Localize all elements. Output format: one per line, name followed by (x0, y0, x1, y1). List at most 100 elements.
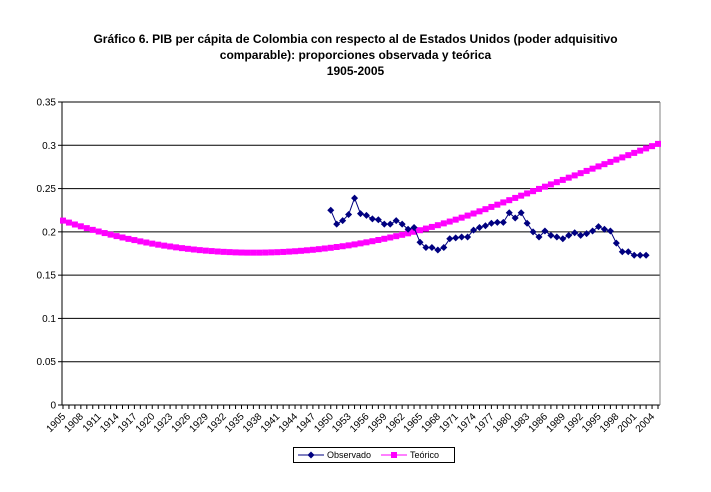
x-tick-label: 1929 (187, 411, 211, 435)
teorico-point (500, 199, 507, 206)
observado-point (618, 248, 626, 256)
observado-point (553, 233, 561, 241)
teorico-point (381, 235, 388, 242)
x-tick-label: 1983 (509, 411, 533, 435)
teorico-point (506, 197, 513, 204)
teorico-point (422, 225, 429, 232)
observado-point (571, 229, 579, 237)
x-tick-label: 1962 (384, 411, 408, 435)
teorico-point (536, 185, 542, 192)
teorico-point (440, 220, 447, 227)
teorico-point (476, 208, 483, 215)
teorico-point (179, 245, 185, 252)
teorico-point (173, 244, 180, 251)
observado-point (327, 206, 335, 214)
observado-point (410, 224, 418, 232)
teorico-point (167, 243, 174, 250)
observado-point (487, 219, 495, 227)
x-tick-label: 2004 (634, 411, 658, 435)
teorico-point (565, 174, 572, 181)
teorico-point (482, 206, 489, 213)
x-tick-label: 1950 (312, 411, 336, 435)
observado-point (541, 227, 549, 235)
teorico-point (387, 234, 394, 241)
observado-point (416, 238, 424, 246)
observado-point (362, 211, 370, 219)
teorico-point (155, 241, 162, 248)
teorico-point (214, 248, 221, 255)
teorico-point (613, 156, 620, 163)
teorico-point (119, 234, 126, 241)
legend-item-observado: Observado (298, 450, 371, 460)
x-tick-label: 1959 (366, 411, 390, 435)
teorico-point (494, 201, 501, 208)
teorico-point (274, 249, 281, 256)
teorico-point (452, 216, 459, 223)
x-tick-label: 1968 (419, 411, 443, 435)
teorico-point (95, 228, 102, 235)
title-line-1: Gráfico 6. PIB per cápita de Colombia co… (93, 32, 618, 46)
observado-point (351, 194, 359, 202)
observado-point (499, 218, 507, 226)
teorico-point (315, 246, 322, 253)
observado-point (434, 246, 442, 254)
x-tick-label: 1956 (348, 411, 372, 435)
diamond-marker-icon (298, 451, 324, 459)
observado-point (493, 218, 501, 226)
teorico-point (345, 242, 352, 249)
observado-point (380, 220, 388, 228)
teorico-point (226, 249, 233, 256)
observado-point (612, 239, 620, 247)
teorico-point (458, 214, 465, 221)
observado-point (565, 231, 573, 239)
observado-point (476, 224, 483, 232)
observado-point (446, 235, 454, 243)
x-tick-label: 1986 (527, 411, 551, 435)
x-tick-label: 2001 (616, 411, 640, 435)
y-tick-label: 0.15 (37, 271, 57, 282)
observado-point (630, 251, 638, 259)
teorico-point (244, 249, 251, 256)
x-tick-label: 1941 (259, 411, 283, 435)
teorico-point (601, 161, 608, 168)
teorico-point (488, 203, 495, 210)
observado-point (404, 225, 412, 233)
x-tick-label: 1992 (562, 411, 586, 435)
teorico-point (309, 246, 316, 253)
teorico-point (428, 223, 435, 230)
x-tick-label: 1965 (402, 411, 426, 435)
x-tick-label: 1917 (116, 411, 140, 435)
observado-point (624, 248, 632, 256)
observado-point (583, 230, 591, 238)
teorico-point (530, 188, 537, 195)
observado-point (481, 222, 489, 230)
observado-point (577, 231, 585, 239)
teorico-point (369, 238, 376, 245)
teorico-point (399, 231, 406, 238)
x-tick-label: 1935 (223, 411, 247, 435)
y-tick-label: 0.1 (42, 314, 56, 325)
x-tick-label: 1947 (295, 411, 319, 435)
x-tick-label: 1974 (455, 411, 479, 435)
teorico-point (184, 245, 191, 252)
teorico-point (518, 192, 525, 199)
observado-point (517, 209, 525, 217)
teorico-point (137, 238, 144, 245)
teorico-point (434, 222, 441, 229)
x-tick-label: 1905 (45, 411, 69, 435)
teorico-point (541, 183, 548, 190)
teorico-point (256, 249, 263, 256)
observado-point (595, 223, 602, 231)
teorico-point (637, 147, 644, 154)
teorico-point (161, 242, 168, 249)
teorico-point (149, 240, 156, 247)
observado-point (333, 220, 341, 228)
teorico-point (107, 231, 114, 238)
observado-point (547, 231, 555, 239)
teorico-point (113, 233, 120, 240)
x-tick-label: 1971 (437, 411, 461, 435)
teorico-point (631, 149, 638, 156)
y-tick-label: 0.05 (37, 357, 57, 368)
legend: Observado Teórico (293, 447, 455, 463)
teorico-point (77, 223, 84, 230)
